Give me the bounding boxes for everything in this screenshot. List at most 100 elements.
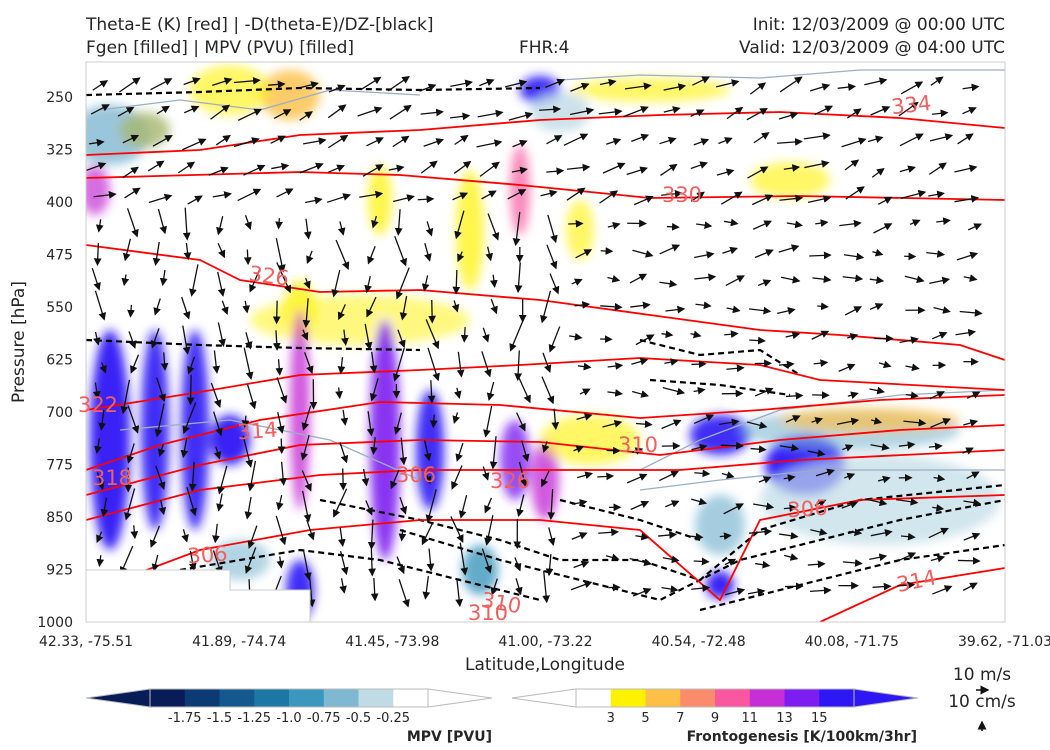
shaded-region xyxy=(181,330,209,530)
wind-vector xyxy=(177,161,196,174)
wind-vector xyxy=(569,332,583,341)
wind-vector xyxy=(870,443,890,451)
fgen-colorbar: 3 5 7 9 11 13 15 xyxy=(511,688,919,726)
wind-vector xyxy=(600,302,623,311)
wind-vector xyxy=(339,468,348,491)
wind-vector xyxy=(548,326,561,353)
wind-vector xyxy=(96,555,105,568)
wind-vector xyxy=(659,470,680,482)
wind-vector xyxy=(895,497,919,506)
wind-vector xyxy=(398,579,410,608)
wind-vector xyxy=(420,108,444,117)
wind-vector xyxy=(419,83,437,92)
wind-vector xyxy=(962,582,978,591)
wind-vector xyxy=(368,549,376,577)
wind-vector xyxy=(811,417,824,425)
wind-vector xyxy=(785,391,804,400)
wind-vector xyxy=(98,409,107,431)
wind-vector xyxy=(869,386,886,395)
wind-vectors xyxy=(86,75,983,609)
colorbar-segment xyxy=(784,689,820,707)
wind-vector xyxy=(569,107,595,116)
wind-vector xyxy=(92,80,109,91)
wind-vector xyxy=(817,302,829,311)
colorbar-tick-label: 7 xyxy=(676,711,684,726)
wind-vector xyxy=(693,557,710,566)
wind-vector xyxy=(94,438,102,455)
x-axis-ticks: 42.33, -75.51 41.89, -74.74 41.45, -73.98 4… xyxy=(39,634,1050,650)
wind-vector xyxy=(966,391,981,399)
colorbar-frame xyxy=(149,688,429,708)
wind-vector xyxy=(836,417,860,426)
wind-vector xyxy=(95,219,104,233)
wind-vector xyxy=(724,587,746,596)
colorbar-frame xyxy=(575,688,855,708)
shaded-region xyxy=(780,408,960,432)
wind-vector xyxy=(540,290,552,324)
wind-vector xyxy=(157,208,168,235)
colorbar-segment xyxy=(289,689,325,707)
wind-vector xyxy=(848,528,863,537)
wind-vector xyxy=(429,414,438,429)
wind-vector xyxy=(933,306,951,314)
wind-vector xyxy=(300,81,319,89)
wind-vector xyxy=(753,502,775,511)
wind-vector xyxy=(844,159,860,171)
wind-vector xyxy=(481,548,492,574)
wind-vector xyxy=(360,76,382,91)
wind-vector xyxy=(188,550,197,572)
wind-vector xyxy=(93,191,117,199)
wind-vector xyxy=(221,300,229,315)
terrain-mask xyxy=(86,569,311,622)
wind-vector xyxy=(662,555,680,564)
wind-vector xyxy=(570,580,593,591)
colorbar-extend-right xyxy=(853,688,919,708)
wind-vector xyxy=(844,306,862,316)
wind-vector xyxy=(331,270,341,298)
wind-vector xyxy=(747,166,769,179)
wind-vector xyxy=(504,79,528,88)
wind-vector xyxy=(541,441,550,454)
wind-vector xyxy=(452,192,469,201)
wind-vector xyxy=(396,556,405,575)
wind-vector xyxy=(724,558,737,566)
wind-vector xyxy=(181,296,191,320)
x-axis-label: Latitude,Longitude xyxy=(465,655,625,675)
wind-vector xyxy=(460,327,469,343)
theta-e-contour-labels: 3343303263223143183103063063103063143103… xyxy=(78,91,939,625)
wind-vector xyxy=(454,210,465,240)
wind-vector xyxy=(509,319,524,352)
wind-vector xyxy=(936,217,951,226)
wind-vector xyxy=(962,83,980,92)
wind-vector xyxy=(694,251,715,259)
wind-vector xyxy=(508,111,534,121)
wind-vector xyxy=(150,328,160,349)
wind-vector xyxy=(632,390,649,398)
wind-vector xyxy=(877,196,893,205)
wind-vector xyxy=(242,435,253,468)
theta-e-contour xyxy=(86,111,1005,156)
wind-vector xyxy=(694,273,717,282)
shaded-region xyxy=(90,330,130,550)
wind-vector xyxy=(690,330,702,339)
wind-vector xyxy=(658,531,678,539)
wind-vector xyxy=(726,305,741,314)
wind-vector xyxy=(233,76,261,85)
stability-contour xyxy=(699,543,1005,612)
wind-vector xyxy=(963,532,981,541)
wind-vector xyxy=(450,112,471,121)
wind-vector xyxy=(967,223,982,231)
wind-vector xyxy=(268,80,286,89)
wind-vector xyxy=(247,525,258,549)
wind-vector xyxy=(515,578,523,596)
theta-e-contour xyxy=(86,357,1005,411)
wind-vector xyxy=(459,542,469,576)
wind-vector xyxy=(814,105,834,116)
wind-vector xyxy=(691,497,708,506)
title-line-1: Theta-E (K) [red] | -D(theta-E)/DZ-[blac… xyxy=(86,15,434,35)
y-tick-label: 1000 xyxy=(37,615,73,631)
wind-vector xyxy=(182,325,191,355)
wind-vector xyxy=(690,161,708,170)
shaded-region xyxy=(86,165,110,215)
wind-vector xyxy=(217,322,226,347)
